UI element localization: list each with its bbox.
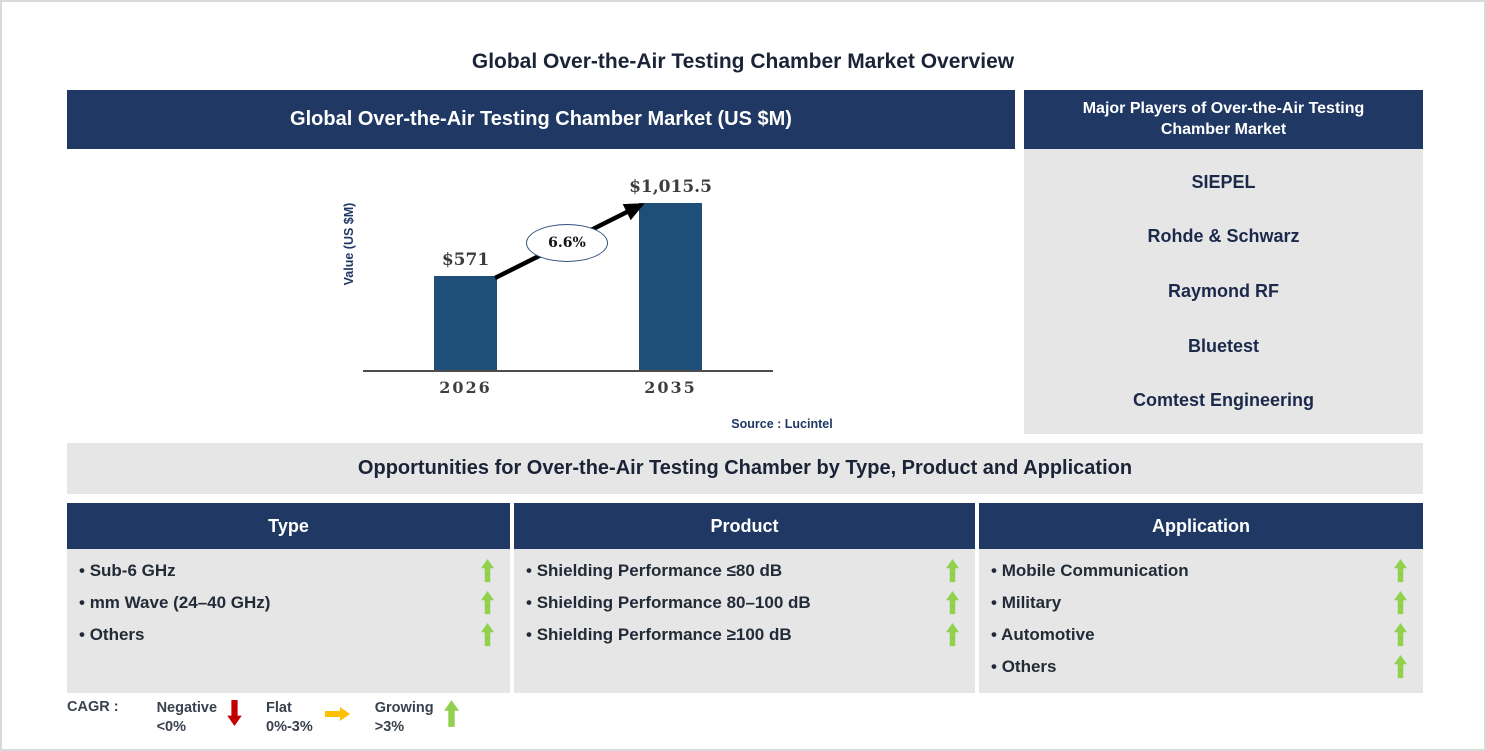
list-item-label: Shielding Performance ≥100 dB	[526, 625, 792, 645]
legend-entry-flat: Flat 0%-3%	[266, 699, 351, 737]
source-note: Source : Lucintel	[731, 417, 833, 431]
bar-2035	[639, 203, 702, 370]
y-axis-label: Value (US $M)	[342, 202, 356, 286]
up-arrow-icon	[443, 700, 459, 727]
opportunities-columns: Type Sub-6 GHz mm Wave (24–40 GHz) Others Pr…	[67, 503, 1423, 693]
market-size-chart: Value (US $M) $571 2026 $1,015.5 2035 6.6% …	[67, 149, 1015, 437]
up-arrow-icon	[1394, 591, 1407, 615]
legend-entry-text: Flat 0%-3%	[266, 699, 313, 737]
legend-entry-text: Negative <0%	[157, 699, 217, 737]
bar-2026	[434, 276, 497, 370]
list-item: Shielding Performance ≤80 dB	[514, 555, 975, 587]
legend-entry-growing: Growing >3%	[375, 699, 459, 737]
column-body-product: Shielding Performance ≤80 dB Shielding Pe…	[514, 549, 975, 693]
list-item-label: Mobile Communication	[991, 561, 1189, 581]
up-arrow-icon	[1394, 559, 1407, 583]
up-arrow-icon	[1394, 655, 1407, 679]
down-arrow-icon	[227, 700, 242, 726]
list-item: Others	[67, 619, 510, 651]
list-item-label: Sub-6 GHz	[79, 561, 176, 581]
column-header-application: Application	[979, 503, 1423, 549]
up-arrow-icon	[481, 591, 494, 615]
opportunities-title: Opportunities for Over-the-Air Testing C…	[357, 457, 1133, 479]
list-item-label: Others	[79, 625, 145, 645]
up-arrow-icon	[946, 591, 959, 615]
x-axis-line	[363, 370, 773, 372]
company-name: Comtest Engineering	[1132, 390, 1315, 411]
list-item-label: Others	[991, 657, 1057, 677]
x-tick-label: 2035	[644, 378, 697, 397]
opportunities-band: Opportunities for Over-the-Air Testing C…	[67, 443, 1423, 494]
column-application: Application Mobile Communication Military A…	[979, 503, 1423, 693]
company-name: Rohde & Schwarz	[1147, 226, 1300, 247]
list-item: mm Wave (24–40 GHz)	[67, 587, 510, 619]
column-type: Type Sub-6 GHz mm Wave (24–40 GHz) Others	[67, 503, 510, 693]
legend-entry-text: Growing >3%	[375, 699, 434, 737]
cagr-legend: CAGR : Negative <0% Flat 0%-3% Growing >3%	[67, 699, 459, 737]
legend-entry-name: Flat	[266, 700, 292, 716]
legend-entry-range: 0%-3%	[266, 718, 313, 735]
cagr-badge: 6.6%	[526, 223, 608, 262]
legend-entry-name: Negative	[156, 700, 218, 716]
company-name: Raymond RF	[1167, 280, 1279, 301]
legend-entry-negative: Negative <0%	[157, 699, 242, 737]
up-arrow-icon	[481, 623, 494, 647]
up-arrow-icon	[946, 559, 959, 583]
cagr-legend-label: CAGR :	[67, 699, 119, 715]
list-item: Automotive	[979, 619, 1423, 651]
up-arrow-icon	[1394, 623, 1407, 647]
bar-value-label: $571	[441, 250, 490, 270]
right-arrow-icon	[324, 707, 350, 721]
chart-panel-header-label: Global Over-the-Air Testing Chamber Mark…	[290, 108, 792, 130]
list-item-label: Shielding Performance 80–100 dB	[526, 593, 811, 613]
list-item-label: Automotive	[991, 625, 1095, 645]
major-players-header: Major Players of Over-the-Air Testing Ch…	[1024, 90, 1423, 149]
up-arrow-icon	[481, 559, 494, 583]
major-players-header-label: Major Players of Over-the-Air Testing Ch…	[1082, 99, 1365, 138]
major-players-list: SIEPEL Rohde & Schwarz Raymond RF Bluetest C…	[1024, 149, 1423, 434]
bar-value-label: $1,015.5	[629, 177, 712, 197]
up-arrow-icon	[946, 623, 959, 647]
list-item-label: mm Wave (24–40 GHz)	[79, 593, 271, 613]
list-item: Sub-6 GHz	[67, 555, 510, 587]
list-item-label: Military	[991, 593, 1062, 613]
list-item: Shielding Performance ≥100 dB	[514, 619, 975, 651]
list-item-label: Shielding Performance ≤80 dB	[526, 561, 783, 581]
list-item: Others	[979, 651, 1423, 683]
x-tick-label: 2026	[439, 378, 492, 397]
legend-entry-range: <0%	[156, 718, 186, 735]
column-header-product: Product	[514, 503, 975, 549]
list-item: Shielding Performance 80–100 dB	[514, 587, 975, 619]
company-name: Bluetest	[1187, 335, 1259, 356]
cagr-legend-entries: Negative <0% Flat 0%-3% Growing >3%	[157, 699, 459, 737]
page-title: Global Over-the-Air Testing Chamber Mark…	[471, 50, 1015, 73]
list-item: Military	[979, 587, 1423, 619]
cagr-value: 6.6%	[548, 234, 586, 251]
column-product: ProductShielding Performance ≤80 dBShiel…	[514, 503, 975, 693]
column-header-type: Type	[67, 503, 510, 549]
column-body-application: Mobile Communication Military Automotive Ot…	[979, 549, 1423, 693]
legend-entry-name: Growing	[374, 700, 434, 716]
chart-panel-header: Global Over-the-Air Testing Chamber Mark…	[67, 90, 1015, 149]
legend-entry-range: >3%	[374, 718, 405, 735]
list-item: Mobile Communication	[979, 555, 1423, 587]
column-body-type: Sub-6 GHz mm Wave (24–40 GHz) Others	[67, 549, 510, 693]
company-name: SIEPEL	[1191, 171, 1256, 192]
